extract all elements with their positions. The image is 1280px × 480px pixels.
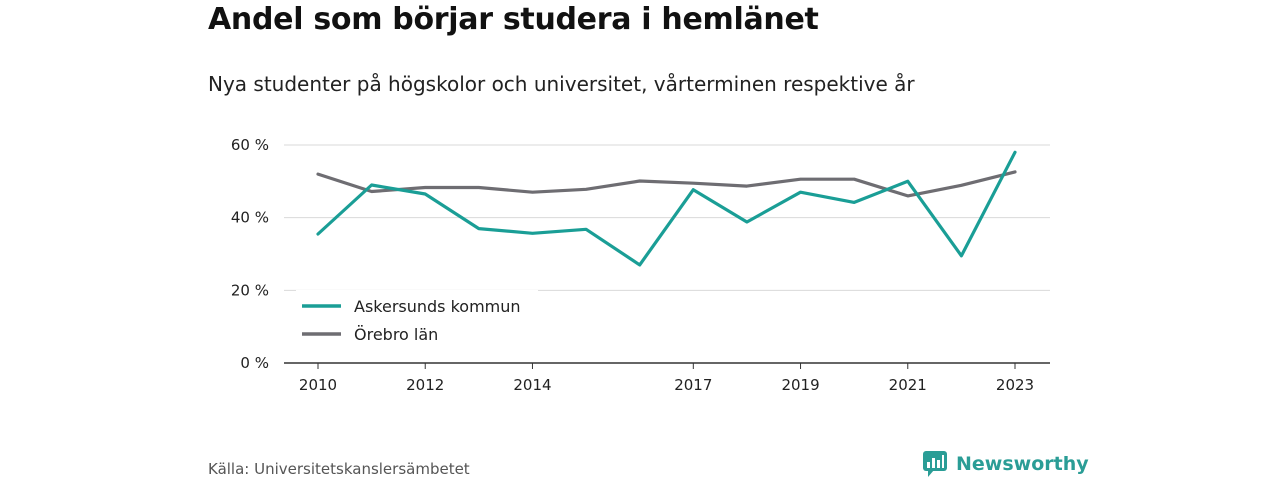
legend-background (296, 290, 538, 350)
x-tick-label: 2010 (299, 376, 337, 394)
x-tick-label: 2017 (674, 376, 712, 394)
y-tick-label: 40 % (231, 209, 269, 227)
bar-chart-speech-bubble-icon (923, 451, 947, 477)
chart-subtitle: Nya studenter på högskolor och universit… (208, 72, 915, 96)
source-note: Källa: Universitetskanslersämbetet (208, 460, 470, 478)
legend: Askersunds kommun Örebro län (296, 290, 538, 350)
x-tick-label: 2023 (996, 376, 1034, 394)
axes: 0 % 20 % 40 % 60 % 2010 2012 2014 2017 2019 2021 2… (231, 136, 1050, 394)
y-tick-label: 0 % (240, 354, 269, 372)
y-tick-label: 60 % (231, 136, 269, 154)
legend-label: Örebro län (354, 325, 438, 344)
brand-logo: Newsworthy (922, 450, 1089, 478)
x-tick-label: 2021 (889, 376, 927, 394)
y-tick-label: 20 % (231, 281, 269, 299)
chart-title: Andel som börjar studera i hemlänet (208, 2, 819, 37)
x-tick-label: 2019 (781, 376, 819, 394)
series-lines (316, 150, 1017, 267)
x-tick-label: 2012 (406, 376, 444, 394)
series-line-0 (316, 150, 1017, 267)
x-tick-label: 2014 (513, 376, 551, 394)
series-line-1 (316, 170, 1017, 198)
legend-label: Askersunds kommun (354, 297, 521, 316)
brand-name: Newsworthy (956, 453, 1089, 475)
